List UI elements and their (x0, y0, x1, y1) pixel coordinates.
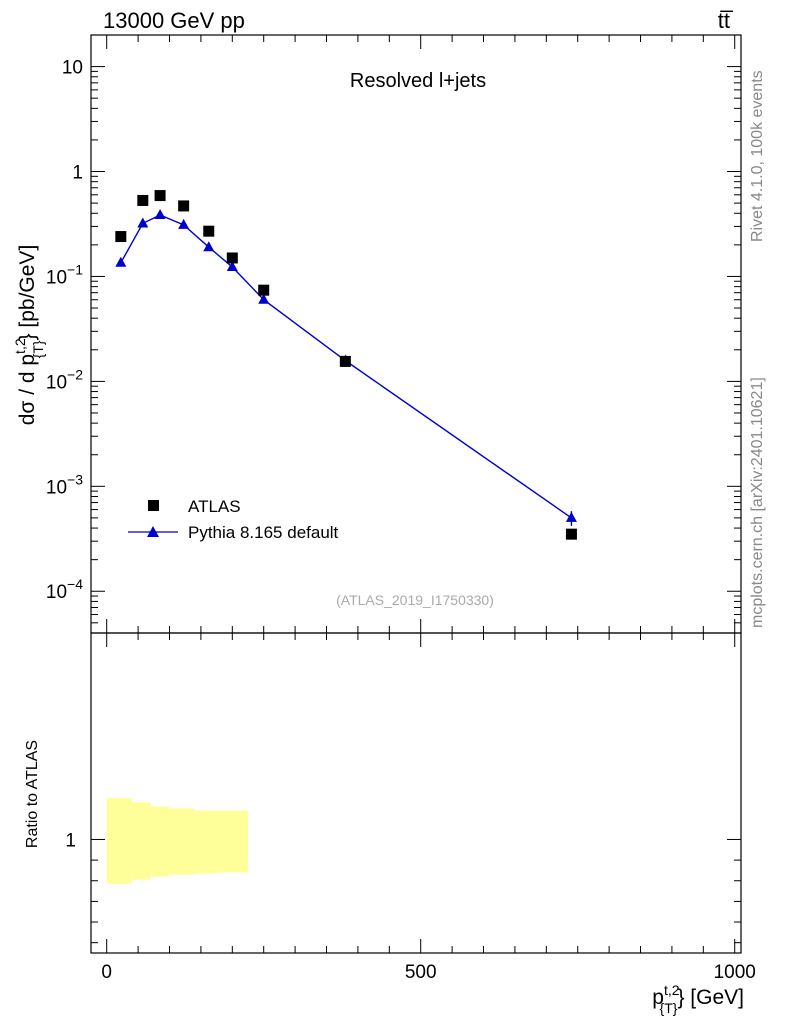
x-axis-label: pt,2 {T}} [GeV] (652, 982, 744, 1016)
main-frame (90, 34, 742, 634)
atlas-point (137, 194, 149, 206)
y-tick-label-exp: −3 (67, 471, 83, 487)
process-label: tt̅ (718, 8, 734, 33)
ratio-band-bin (150, 806, 170, 877)
ratio-frame (90, 632, 742, 954)
y-axis-label-sup: t,2 (12, 338, 28, 354)
y-tick-label-exp: −4 (67, 576, 83, 592)
ratio-band-bin (194, 810, 217, 874)
legend: ATLAS Pythia 8.165 default (128, 497, 339, 542)
pythia-point (226, 261, 238, 272)
x-axis-label-tail: } [GeV] (677, 986, 744, 1009)
ratio-band (106, 798, 249, 884)
x-tick-label: 1000 (714, 962, 756, 983)
y-axis-label-sub: {T} (30, 340, 46, 358)
ratio-axis-ticks: 1 0 500 1000 (65, 632, 756, 983)
series-layer (115, 190, 577, 540)
legend-marker-atlas (148, 500, 159, 511)
y-axis-label-main: dσ / d p (16, 354, 39, 425)
ratio-band-bin (169, 808, 195, 875)
atlas-point (154, 190, 166, 202)
legend-label-pythia: Pythia 8.165 default (188, 523, 339, 542)
y-tick-label-base: 10 (46, 267, 67, 288)
x-axis-label-sup: t,2 (664, 982, 680, 998)
y-tick-label-base: 10 (46, 582, 67, 603)
main-title: Resolved l+jets (350, 70, 486, 92)
x-tick-label: 0 (101, 962, 112, 983)
y-tick-label: 10−3 (46, 471, 83, 498)
atlas-point (178, 200, 190, 212)
atlas-point (258, 284, 270, 296)
atlas-point (565, 528, 577, 540)
rivet-version-label: Rivet 4.1.0, 100k events (749, 70, 766, 242)
ratio-band-bin (216, 810, 249, 873)
y-tick-label-base: 1 (72, 163, 83, 184)
pythia-point (115, 256, 127, 267)
atlas-point (203, 225, 215, 237)
y-tick-label: 1 (72, 163, 83, 184)
y-tick-label-base: 10 (62, 58, 83, 79)
x-axis-label-main: p (652, 986, 664, 1009)
pythia-point (203, 241, 215, 252)
mcplots-label: mcplots.cern.ch [arXiv:2401.10621] (749, 377, 766, 628)
x-axis-label-sub: {T} (660, 1000, 678, 1016)
pythia-point (258, 293, 270, 304)
watermark: (ATLAS_2019_I1750330) (336, 592, 494, 608)
atlas-point (339, 355, 351, 367)
ratio-y-label: Ratio to ATLAS (24, 740, 41, 848)
pythia-point (565, 511, 577, 522)
y-tick-label: 10−4 (46, 576, 83, 603)
ratio-band-bin (106, 798, 132, 884)
ratio-band-bin (131, 802, 151, 880)
atlas-point (115, 231, 127, 243)
collision-label: 13000 GeV pp (103, 8, 245, 33)
y-tick-label-base: 10 (46, 477, 67, 498)
legend-label-atlas: ATLAS (188, 497, 241, 516)
y-tick-label-base: 10 (46, 372, 67, 393)
y-tick-label: 10 (62, 58, 83, 79)
ratio-panel: 1 0 500 1000 Ratio to ATLAS pt,2 {T}} [GeV] (24, 632, 756, 1016)
y-tick-label-exp: −2 (67, 366, 83, 382)
pythia-point (178, 218, 190, 229)
ratio-y-tick-label: 1 (65, 830, 76, 851)
x-tick-label: 500 (405, 962, 437, 983)
atlas-point (226, 252, 238, 264)
y-tick-label: 10−1 (46, 261, 83, 288)
y-axis-label-tail: } [pb/GeV] (16, 245, 39, 341)
y-tick-label-exp: −1 (67, 261, 83, 277)
pythia-point (154, 209, 166, 220)
pythia-point (137, 217, 149, 228)
legend-marker-pythia (147, 526, 159, 537)
y-axis-label: dσ / d pt,2 {T}} [pb/GeV] (12, 245, 46, 426)
y-tick-label: 10−2 (46, 366, 83, 393)
